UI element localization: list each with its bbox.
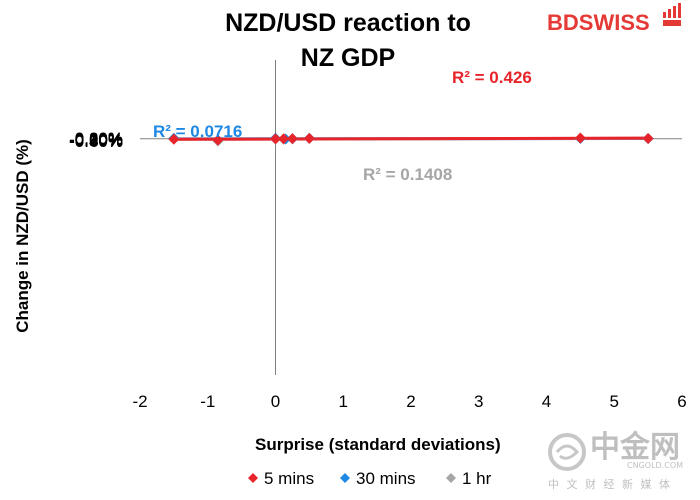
chart-title-line-1: NZD/USD reaction to — [225, 9, 471, 37]
x-axis-ticks: -2 -1 0 1 2 3 4 5 6 — [132, 392, 686, 411]
watermark: 中金网 CNGOLD.COM 中 文 财 经 新 媒 体 — [548, 430, 683, 491]
point-5-mins — [642, 133, 654, 145]
watermark-text: 中金网 — [590, 430, 680, 465]
r2-label-30-mins: R² = 0.0716 — [153, 122, 242, 141]
swirl-logo-icon — [548, 433, 586, 471]
point-5-mins — [286, 133, 298, 145]
y-tick-label: -0.10% — [69, 130, 123, 149]
watermark-subtitle: 中 文 财 经 新 媒 体 — [548, 477, 672, 491]
axes — [140, 60, 682, 375]
watermark-site: CNGOLD.COM — [627, 461, 683, 470]
y-tick-label: -0.60% — [69, 132, 123, 151]
y-tick-label: 0.20% — [75, 129, 123, 148]
brand-logo: BDSWISS — [547, 3, 681, 35]
legend-marker-30-mins — [340, 473, 350, 483]
y-tick-label: -0.30% — [69, 131, 123, 150]
chart-title-line-2: NZ GDP — [301, 44, 395, 72]
x-tick-label: 2 — [406, 392, 415, 411]
y-tick-label: 0.00% — [75, 130, 123, 149]
legend-label-30-mins: 30 mins — [356, 469, 416, 488]
x-axis-title: Surprise (standard deviations) — [255, 435, 501, 454]
legend-marker-5-mins — [248, 473, 258, 483]
point-5-mins — [278, 133, 290, 145]
y-tick-label: -0.50% — [69, 132, 123, 151]
data-points — [168, 132, 654, 147]
point-5-mins — [574, 132, 586, 144]
y-axis-ticks: 0.20%0.10%0.00%-0.10%-0.20%-0.30%-0.40%-… — [69, 129, 123, 151]
y-tick-label: -0.20% — [69, 131, 123, 150]
r2-label-5-mins: R² = 0.426 — [452, 68, 532, 87]
x-tick-label: 1 — [339, 392, 348, 411]
legend-label-5-mins: 5 mins — [264, 469, 314, 488]
x-tick-label: 3 — [474, 392, 483, 411]
x-tick-label: -2 — [132, 392, 147, 411]
trendline-5-mins — [173, 136, 649, 141]
point-5-mins — [168, 133, 180, 145]
point-5-mins — [212, 134, 224, 146]
x-tick-label: 4 — [542, 392, 551, 411]
legend-label-1-hr: 1 hr — [462, 469, 492, 488]
legend: 5 mins 30 mins 1 hr — [248, 469, 492, 488]
y-tick-label: -0.40% — [69, 131, 123, 150]
legend-item-30-mins: 30 mins — [340, 469, 416, 488]
bars-logo-icon — [663, 3, 681, 26]
trendlines — [173, 136, 649, 141]
legend-marker-1-hr — [446, 473, 456, 483]
y-tick-label: 0.10% — [75, 129, 123, 148]
x-tick-label: 6 — [677, 392, 686, 411]
x-tick-label: 5 — [610, 392, 619, 411]
legend-item-1-hr: 1 hr — [446, 469, 492, 488]
y-axis-title: Change in NZD/USD (%) — [13, 139, 32, 333]
x-tick-label: -1 — [200, 392, 215, 411]
point-5-mins — [303, 132, 315, 144]
point-5-mins — [270, 133, 281, 145]
brand-logo-text: BDSWISS — [547, 10, 650, 35]
x-tick-label: 0 — [271, 392, 280, 411]
legend-item-5-mins: 5 mins — [248, 469, 314, 488]
r2-label-1-hr: R² = 0.1408 — [363, 165, 452, 184]
